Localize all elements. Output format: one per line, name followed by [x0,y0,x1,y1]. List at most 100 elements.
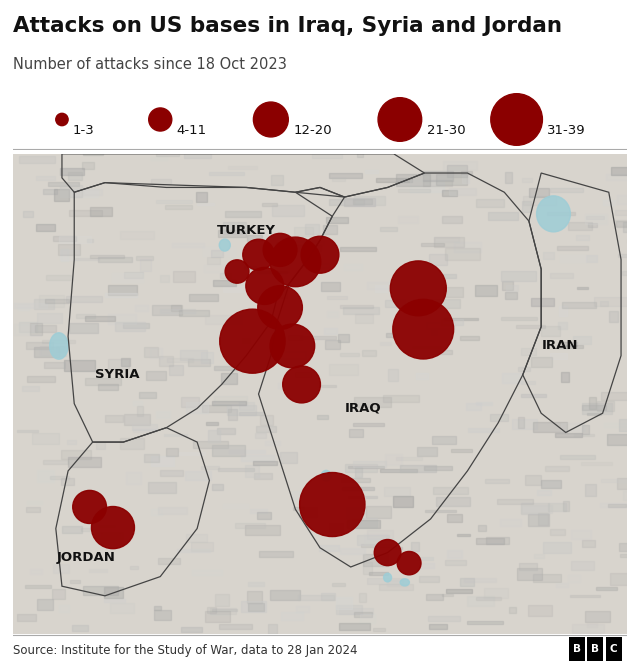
Bar [66,296,102,302]
Bar [531,357,552,367]
Bar [40,346,66,356]
Ellipse shape [397,552,421,575]
Bar [126,472,141,484]
Bar [601,392,633,400]
Bar [563,301,596,308]
Text: Attacks on US bases in Iraq, Syria and Jordan: Attacks on US bases in Iraq, Syria and J… [13,16,562,36]
Bar [61,478,74,486]
Bar [521,503,549,514]
Bar [266,291,287,297]
Bar [159,470,183,476]
Text: IRAQ: IRAQ [345,402,381,415]
Bar [425,510,456,512]
Bar [60,168,84,175]
Bar [616,221,640,227]
Bar [303,516,332,518]
Bar [68,172,82,180]
Bar [256,426,276,432]
Ellipse shape [383,573,392,582]
Bar [340,548,365,554]
Bar [225,211,261,217]
Bar [241,456,274,461]
Bar [189,294,218,301]
Bar [182,628,202,632]
Bar [582,406,606,410]
Bar [365,170,378,173]
Bar [620,554,640,557]
Bar [71,189,98,197]
Bar [442,190,458,195]
Bar [376,178,412,182]
Bar [282,612,303,620]
Bar [83,586,118,595]
Bar [367,282,400,289]
Bar [618,254,640,257]
Ellipse shape [283,366,321,403]
Bar [72,624,88,631]
Bar [447,514,462,522]
Bar [342,307,379,314]
FancyBboxPatch shape [605,637,621,661]
Bar [396,174,430,185]
Bar [144,454,159,462]
Bar [529,188,550,197]
Bar [339,608,373,614]
Bar [454,242,481,252]
Text: 31-39: 31-39 [547,124,586,137]
Bar [52,589,65,599]
Bar [242,338,250,343]
Bar [393,496,413,507]
Bar [317,415,328,420]
Bar [204,265,227,272]
Bar [329,199,364,205]
Bar [111,273,143,281]
Bar [212,279,236,286]
Bar [86,239,93,242]
Bar [585,611,609,622]
Bar [280,352,306,359]
Bar [271,590,300,600]
Bar [35,325,56,332]
Bar [209,172,244,175]
Bar [518,367,530,372]
Bar [467,403,481,410]
Bar [396,457,422,460]
Bar [191,542,213,551]
Bar [577,287,588,289]
Bar [32,433,59,444]
Bar [228,410,237,420]
Bar [521,506,552,513]
Bar [431,350,452,354]
Circle shape [253,102,288,137]
Bar [559,306,567,316]
Bar [386,333,395,337]
Bar [172,305,180,311]
Bar [36,224,56,231]
Bar [255,433,266,438]
Bar [152,305,182,315]
Bar [359,593,365,602]
Bar [355,612,372,617]
Bar [130,566,138,570]
Bar [538,513,548,525]
Bar [380,470,417,472]
Bar [278,383,300,388]
Bar [467,622,503,624]
Bar [234,523,264,528]
Ellipse shape [258,285,302,329]
Bar [207,606,216,613]
Bar [356,148,364,157]
Ellipse shape [321,470,331,481]
Bar [615,210,640,215]
Bar [151,179,171,184]
Bar [90,255,124,258]
Bar [550,273,573,277]
Bar [589,397,595,409]
Bar [576,235,589,239]
Bar [424,466,452,470]
Bar [123,323,148,328]
Bar [607,434,637,445]
FancyBboxPatch shape [569,637,585,661]
Bar [419,576,439,582]
Bar [380,227,397,231]
